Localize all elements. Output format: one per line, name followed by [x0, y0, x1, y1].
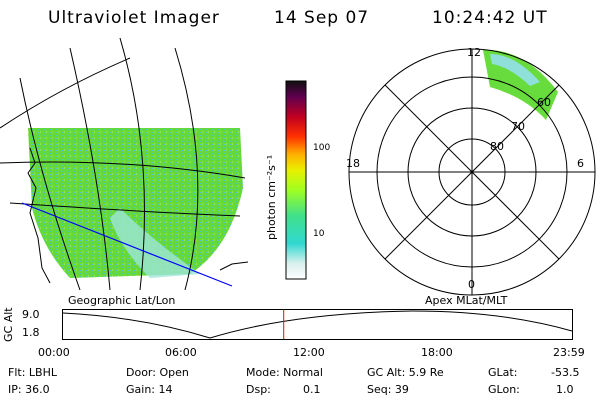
glat-label: GLat:	[488, 366, 518, 379]
mlat-label-70: 70	[511, 120, 525, 133]
colorbar	[285, 80, 307, 280]
ip-info: IP: 36.0	[8, 383, 50, 396]
polar-aurora	[483, 49, 558, 121]
satellite-track	[21, 202, 233, 287]
colorbar-label: photon cm⁻²s⁻¹	[265, 154, 278, 240]
mode-info: Mode: Normal	[246, 366, 323, 379]
mlat-label-60: 60	[537, 96, 551, 109]
colorbar-tick-100: 100	[313, 143, 331, 153]
glon-value: 1.0	[556, 383, 574, 396]
altitude-curve	[62, 310, 573, 339]
glat-value: -53.5	[551, 366, 580, 379]
aurora-image	[28, 128, 243, 278]
mlt-label-12: 12	[467, 46, 481, 59]
date-label: 14 Sep 07	[274, 8, 370, 28]
seq-info: Seq: 39	[367, 383, 409, 396]
mlt-label-0: 0	[468, 278, 475, 291]
instrument-title: Ultraviolet Imager	[48, 8, 220, 28]
orbit-xtick-4: 23:59	[553, 346, 585, 359]
mlat-label-80: 80	[490, 140, 504, 153]
glon-label: GLon:	[488, 383, 520, 396]
orbit-ylabel: GC Alt	[2, 307, 15, 342]
geographic-caption: Geographic Lat/Lon	[68, 294, 176, 307]
mlt-label-18: 18	[346, 157, 360, 170]
orbit-ytick-max: 9.0	[22, 308, 40, 321]
geographic-map	[0, 38, 249, 290]
orbit-xtick-1: 06:00	[165, 346, 197, 359]
gc-alt-info: GC Alt: 5.9 Re	[367, 366, 444, 379]
orbit-ytick-min: 1.8	[22, 326, 40, 339]
time-label: 10:24:42 UT	[432, 8, 548, 28]
orbit-xtick-0: 00:00	[38, 346, 70, 359]
polar-plot	[348, 48, 596, 296]
filter-info: Flt: LBHL	[8, 366, 57, 379]
dsp-value: 0.1	[303, 383, 321, 396]
orbit-xtick-3: 18:00	[421, 346, 453, 359]
polar-caption: Apex MLat/MLT	[425, 294, 508, 307]
orbit-altitude-plot	[62, 309, 573, 340]
door-info: Door: Open	[126, 366, 189, 379]
colorbar-tick-10: 10	[313, 229, 325, 239]
dsp-label: Dsp:	[246, 383, 271, 396]
mlt-label-6: 6	[577, 157, 584, 170]
gain-info: Gain: 14	[126, 383, 173, 396]
orbit-xtick-2: 12:00	[293, 346, 325, 359]
